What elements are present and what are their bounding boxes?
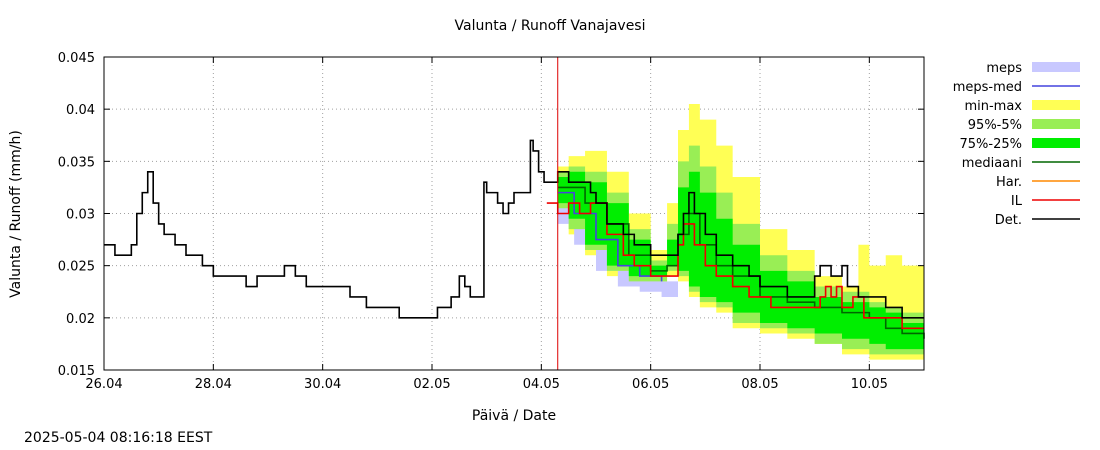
x-tick-label: 08.05 — [741, 377, 778, 392]
legend-swatch-min-max — [1032, 100, 1080, 110]
legend-swatch-95-5 — [1032, 119, 1080, 129]
legend-swatch-75-25 — [1032, 138, 1080, 148]
y-tick-label: 0.02 — [66, 312, 95, 327]
y-tick-label: 0.035 — [58, 155, 95, 170]
legend-label-det: Det. — [995, 213, 1022, 228]
chart-title: Valunta / Runoff Vanajavesi — [454, 18, 646, 34]
tick-labels: 26.04 28.04 30.04 02.05 04.05 06.05 08.05 10.05… — [58, 51, 888, 392]
y-tick-label: 0.045 — [58, 51, 95, 66]
y-tick-label: 0.03 — [66, 208, 95, 223]
legend-label-il: IL — [1011, 194, 1023, 209]
legend-label-75-25: 75%-25% — [960, 137, 1022, 152]
x-tick-label: 28.04 — [195, 377, 232, 392]
x-tick-label: 10.05 — [851, 377, 888, 392]
legend-label-95-5: 95%-5% — [968, 118, 1022, 133]
x-tick-label: 30.04 — [304, 377, 341, 392]
plot-frame — [103, 56, 925, 371]
y-tick-label: 0.04 — [66, 103, 95, 118]
x-tick-label: 04.05 — [523, 377, 560, 392]
legend-swatch-meps — [1032, 62, 1080, 72]
timestamp: 2025-05-04 08:16:18 EEST — [24, 430, 213, 446]
x-tick-label: 06.05 — [632, 377, 669, 392]
y-tick-label: 0.025 — [58, 260, 95, 275]
legend-label-mediaani: mediaani — [962, 156, 1022, 171]
x-tick-label: 02.05 — [413, 377, 450, 392]
band-75-25 — [557, 171, 924, 350]
legend-label-min-max: min-max — [964, 99, 1022, 114]
y-tick-label: 0.015 — [58, 364, 95, 379]
legend: meps meps-med min-max 95%-5% 75%-25% mediaani… — [953, 61, 1080, 228]
legend-label-meps-med: meps-med — [953, 80, 1022, 95]
legend-label-meps: meps — [986, 61, 1022, 76]
legend-label-har: Har. — [996, 175, 1022, 190]
line-meps-med — [557, 191, 663, 282]
x-tick-label: 26.04 — [85, 377, 122, 392]
series-layer — [104, 57, 925, 370]
line-det — [104, 139, 924, 319]
x-axis-label: Päivä / Date — [471, 408, 557, 424]
